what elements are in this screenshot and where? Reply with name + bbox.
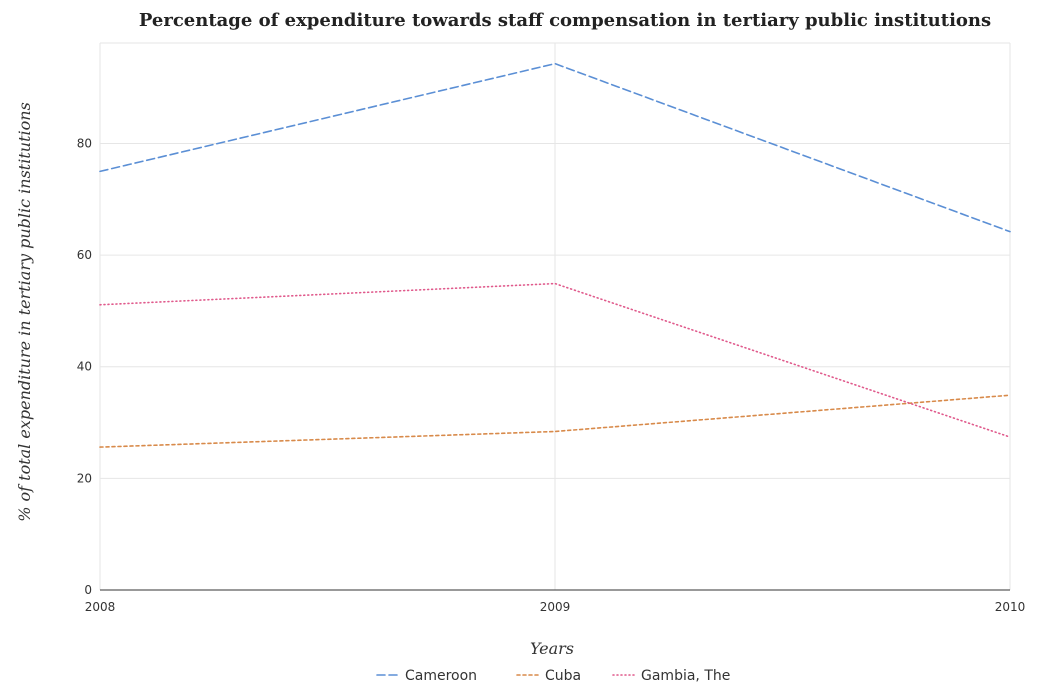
series-line-gambia-the [99,282,1011,438]
legend-label: Gambia, The [641,668,730,684]
series-line-cuba [99,394,1011,448]
legend: Cameroon Cuba Gambia, The [376,668,730,684]
y-axis-label: % of total expenditure in tertiary publi… [15,102,34,522]
series-line-cameroon [99,62,1011,233]
grid [99,42,1011,591]
legend-item: Gambia, The [612,668,730,684]
legend-item: Cuba [516,668,581,684]
legend-label: Cameroon [405,668,477,684]
y-tick-label: 80 [77,136,92,150]
chart-title: Percentage of expenditure towards staff … [139,10,991,31]
series [99,62,1011,448]
y-tick-label: 0 [84,583,92,597]
x-tick-label: 2010 [995,600,1026,614]
x-axis-label: Years [530,639,574,658]
y-tick-label: 40 [77,360,92,374]
x-tick-label: 2008 [85,600,116,614]
y-tick-label: 60 [77,248,92,262]
legend-item: Cameroon [376,668,477,684]
axes: 0 20 40 60 80 2008 2009 2010 [77,136,1026,614]
x-tick-label: 2009 [540,600,571,614]
legend-label: Cuba [545,668,581,684]
y-tick-label: 20 [77,471,92,485]
